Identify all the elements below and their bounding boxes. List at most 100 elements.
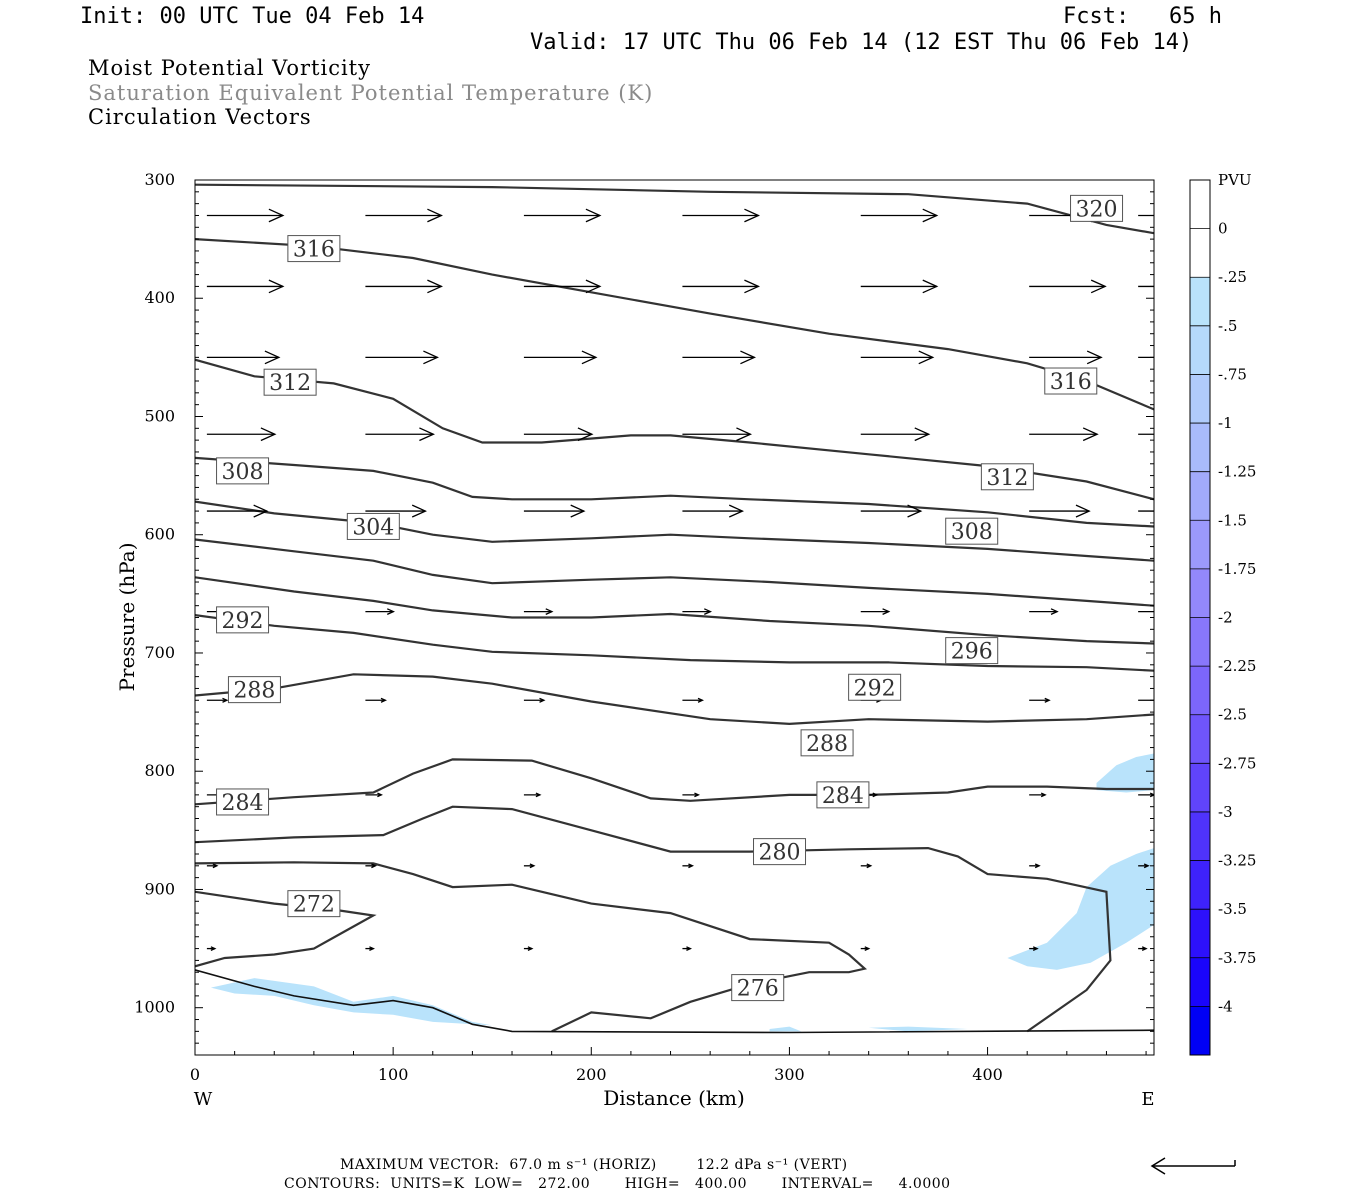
colorbar-label-13: -3.25 [1218, 852, 1256, 870]
contour-308 [195, 456, 1154, 528]
pv-shaded-region-1 [1007, 848, 1154, 970]
vector-1-5 [1029, 279, 1107, 294]
vector-7-2 [523, 792, 542, 798]
pv-shaded-region-3 [769, 1026, 802, 1032]
colorbar-title: PVU [1218, 171, 1252, 189]
vector-7-3 [682, 792, 701, 798]
max-vector-info: MAXIMUM VECTOR: 67.0 m s⁻¹ (HORIZ) 12.2 … [340, 1157, 848, 1173]
contour-label-292-1: 292 [854, 676, 896, 701]
colorbar-label-16: -4 [1218, 997, 1233, 1015]
vector-5-1 [365, 608, 395, 615]
contour-300 [195, 538, 1154, 607]
axes: 0 100 200 300 400 300 400 500 600 700 800 900 1000 [134, 170, 1154, 1084]
x-tick-label-100: 100 [378, 1065, 409, 1084]
vector-9-0 [206, 946, 217, 951]
colorbar-cell-3 [1190, 374, 1210, 424]
contour-info: CONTOURS: UNITS=K LOW= 272.00 HIGH= 400.… [284, 1176, 951, 1192]
circulation-vectors [206, 208, 1154, 951]
x-tick-label-200: 200 [576, 1065, 607, 1084]
contour-288 [195, 673, 1154, 726]
vector-4-2 [523, 504, 586, 518]
contour-label-292-0: 292 [222, 609, 264, 634]
vector-1-1 [365, 279, 443, 294]
colorbar-label-7: -1.75 [1218, 560, 1256, 578]
vector-2-0 [206, 350, 281, 365]
colorbar-label-8: -2 [1218, 609, 1233, 627]
colorbar-label-9: -2.25 [1218, 657, 1256, 675]
vector-2-2 [523, 350, 598, 365]
y-tick-label-900: 900 [144, 879, 175, 898]
colorbar-cell-12 [1190, 811, 1210, 861]
title-thetaes: Saturation Equivalent Potential Temperat… [88, 81, 654, 105]
vector-1-0 [206, 279, 285, 294]
vector-4-1 [365, 504, 427, 518]
vector-7-5 [1029, 792, 1047, 798]
vector-4-4 [860, 504, 923, 518]
vector-3-3 [682, 427, 753, 442]
contour-label-box-320-0 [1070, 194, 1124, 222]
vector-3-2 [523, 427, 594, 442]
colorbar-label-11: -2.75 [1218, 754, 1256, 772]
colorbar-label-1: -.25 [1218, 268, 1247, 286]
colorbar-cell-16 [1190, 1006, 1210, 1055]
contour-label-box-296-0 [945, 637, 999, 665]
x-axis-label: Distance (km) [603, 1086, 745, 1110]
reference-vector-icon [1150, 1157, 1236, 1175]
contour-label-box-292-1 [848, 673, 902, 701]
vector-5-3 [682, 608, 713, 615]
contour-label-296-0: 296 [951, 640, 993, 665]
colorbar-cell-4 [1190, 423, 1210, 472]
vector-9-3 [682, 946, 693, 951]
vector-6-2 [523, 697, 546, 703]
vector-8-0 [206, 863, 219, 869]
colorbar-label-15: -3.75 [1218, 949, 1256, 967]
vector-0-4 [860, 208, 939, 223]
vector-6-5 [1029, 697, 1051, 703]
colorbar-cell-13 [1190, 860, 1210, 910]
colorbar-label-10: -2.5 [1218, 706, 1247, 724]
colorbar-frame [1189, 179, 1211, 1056]
vector-2-4 [860, 350, 935, 365]
contour-label-280-0: 280 [759, 841, 801, 866]
contour-label-box-304-0 [346, 512, 400, 540]
colorbar-cell-6 [1190, 520, 1210, 569]
y-tick-label-400: 400 [144, 288, 175, 307]
vector-9-6 [1138, 946, 1148, 951]
x-tick-label-400: 400 [972, 1065, 1003, 1084]
contour-label-284-1: 284 [822, 784, 864, 809]
vector-3-6 [1138, 433, 1154, 435]
contour-label-box-280-0 [753, 838, 807, 866]
vector-6-3 [682, 697, 705, 703]
vector-4-6 [1138, 510, 1154, 512]
colorbar-label-12: -3 [1218, 803, 1233, 821]
title-mpv: Moist Potential Vorticity [88, 56, 371, 80]
y-tick-label-300: 300 [144, 170, 175, 189]
contour-label-308-0: 308 [222, 460, 264, 485]
contour-label-308-1: 308 [951, 520, 993, 545]
vector-8-4 [860, 863, 873, 869]
vector-6-1 [365, 697, 387, 703]
vector-0-3 [682, 208, 761, 223]
vector-1-3 [682, 279, 761, 294]
valid-time: Valid: 17 UTC Thu 06 Feb 14 (12 EST Thu … [530, 30, 1193, 55]
colorbar-cell-5 [1190, 471, 1210, 521]
pv-shaded-region-2 [210, 978, 493, 1026]
contour-label-box-284-0 [216, 788, 270, 816]
vector-3-0 [206, 427, 277, 442]
vector-9-5 [1029, 946, 1039, 951]
contour-label-box-308-1 [945, 517, 999, 545]
contour-label-box-276-0 [731, 974, 785, 1002]
contour-label-box-272-0 [287, 890, 341, 918]
colorbar-cell-10 [1190, 714, 1210, 764]
contour-label-284-0: 284 [222, 791, 264, 816]
vector-4-5 [1029, 504, 1091, 518]
contour-label-box-312-1 [980, 463, 1034, 491]
forecast-hour: Fcst: 65 h [1063, 4, 1222, 29]
contour-label-276-0: 276 [737, 977, 779, 1002]
vector-9-4 [860, 946, 871, 951]
pv-shaded-region-0 [1096, 753, 1154, 793]
plot-frame [194, 179, 1155, 1056]
vector-1-2 [523, 279, 602, 294]
colorbar-cell-9 [1190, 666, 1210, 715]
